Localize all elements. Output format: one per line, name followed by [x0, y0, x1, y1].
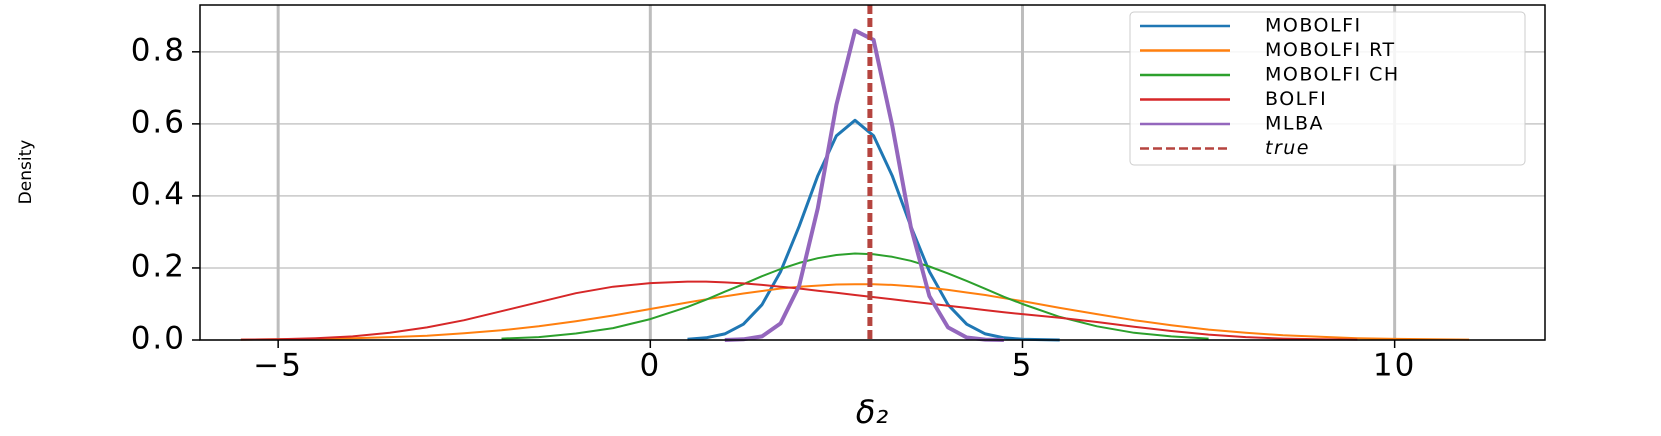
plot-frame: [199, 4, 1546, 341]
density-line: [240, 283, 1470, 341]
y-tick-label: 0.0: [131, 321, 186, 357]
legend-label: MOBOLFI: [1265, 15, 1362, 37]
legend-label: BOLFI: [1265, 88, 1327, 110]
x-tick-label: 0: [639, 348, 661, 384]
legend-label: MLBA: [1265, 113, 1324, 135]
y-axis-label: Density: [16, 140, 36, 205]
x-axis-label: δ₂: [856, 393, 889, 431]
density-line: [724, 28, 1004, 342]
x-tick-label: 5: [1012, 348, 1034, 384]
legend-label: true: [1265, 137, 1310, 159]
x-tick-label: 10: [1373, 348, 1416, 384]
y-tick-label: 0.6: [131, 104, 186, 140]
legend-label: MOBOLFI CH: [1265, 64, 1400, 86]
y-tick-label: 0.2: [131, 248, 186, 284]
legend-label: MOBOLFI RT: [1265, 39, 1396, 61]
density-line: [240, 280, 1358, 341]
y-tick-label: 0.8: [131, 32, 186, 68]
density-line: [687, 118, 1060, 342]
density-line: [501, 252, 1209, 340]
x-tick-label: −5: [253, 348, 303, 384]
y-tick-label: 0.4: [131, 176, 186, 212]
